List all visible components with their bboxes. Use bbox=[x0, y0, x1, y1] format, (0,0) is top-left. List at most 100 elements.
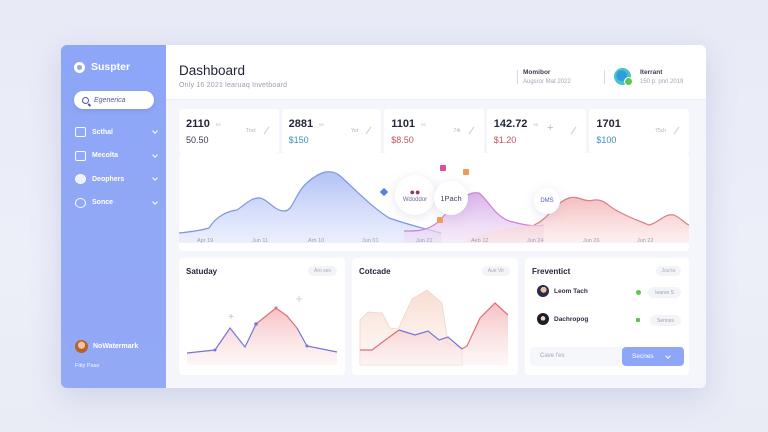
kpi-card[interactable]: 2110 ns 50.50 Tnct bbox=[179, 109, 279, 153]
header-user-subtitle: 150 p: pnrl 2019 bbox=[640, 79, 684, 85]
text-field[interactable]: Cave l'es bbox=[530, 347, 624, 366]
kpi-card[interactable]: 1101 vs $8.50 74r bbox=[384, 109, 484, 153]
header-info-title: Momibor bbox=[523, 69, 551, 76]
sidebar-item-label: Scthal bbox=[92, 128, 114, 136]
kpi-unit: vs bbox=[533, 121, 538, 127]
chevron-down-icon bbox=[152, 128, 158, 134]
briefcase-icon bbox=[75, 127, 86, 137]
x-axis-label: Jun 11 bbox=[252, 238, 269, 244]
sidebar-item-mecolta[interactable]: Mecolta bbox=[75, 150, 159, 162]
kpi-unit: vs bbox=[319, 121, 324, 127]
kpi-unit: vs bbox=[421, 121, 426, 127]
sidebar-item-label: Sonce bbox=[92, 199, 114, 206]
brand[interactable]: Suspter bbox=[74, 61, 130, 73]
header-user-block[interactable]: Iterrant 150 p: pnrl 2019 bbox=[640, 69, 683, 85]
sidebar-item-deophers[interactable]: Deophers bbox=[75, 173, 159, 185]
kpi-number: 2881 bbox=[288, 118, 314, 130]
people-icon: ●● bbox=[409, 186, 421, 197]
kpi-tag: Tnct bbox=[245, 128, 256, 134]
x-axis-label: Jun 26 bbox=[583, 238, 600, 244]
kpi-money: $1.20 bbox=[493, 135, 517, 145]
panel-freventict: Freventict Jou'ra Leom Tach Ieanre S Dac… bbox=[525, 258, 689, 375]
person-name: Leom Tach bbox=[554, 287, 588, 295]
panel-filter-pill[interactable]: Aue Vir bbox=[481, 266, 510, 276]
sidebar: Suspter Egenerica Scthal Mecolta Deopher… bbox=[61, 45, 166, 388]
x-axis-label: Jun 21 bbox=[416, 238, 433, 244]
plus-icon[interactable]: + bbox=[546, 122, 554, 134]
app-window: Suspter Egenerica Scthal Mecolta Deopher… bbox=[61, 45, 706, 388]
search-value: Egenerica bbox=[94, 96, 126, 104]
user-name: NoWatermark bbox=[93, 343, 139, 350]
page-subtitle: Only 16 2021 learuaq Invetboard bbox=[179, 82, 288, 89]
bubble-label: DMS bbox=[540, 198, 554, 204]
x-axis-label: Jun 01 bbox=[362, 238, 379, 244]
kpi-number: 1101 bbox=[391, 118, 416, 130]
cotcade-chart-svg[interactable] bbox=[352, 258, 518, 375]
list-item[interactable]: Leom Tach bbox=[537, 285, 687, 297]
x-axis-label: Arh 10 bbox=[308, 238, 325, 244]
chart-annotation-bubble[interactable]: ●● Wdoddor bbox=[395, 175, 435, 215]
kpi-tag: 75ch bbox=[655, 128, 666, 134]
chevron-down-icon bbox=[152, 198, 158, 205]
sidebar-nav: Scthal Mecolta Deophers Sonce bbox=[75, 126, 159, 220]
person-action-pill[interactable]: Ieanre S bbox=[648, 287, 681, 298]
tag-icon bbox=[75, 174, 86, 184]
chevron-down-icon bbox=[152, 175, 158, 181]
header-info-subtitle: Augsror Mat 2022 bbox=[523, 79, 571, 85]
panel-cotcade: Cotcade Aue Vir bbox=[352, 258, 518, 375]
status-online-icon bbox=[636, 290, 641, 295]
user-subtitle: Fitty Pase bbox=[75, 363, 100, 369]
page-title: Dashboard bbox=[179, 63, 246, 78]
chart-annotation-bubble[interactable]: DMS bbox=[534, 188, 560, 214]
x-axis-label: Aeb 12 bbox=[471, 238, 489, 244]
main-area-chart[interactable]: Apr 19 Jun 11 Arh 10 Jun 01 Jun 21 Aeb 1… bbox=[179, 153, 689, 251]
kpi-money: $100 bbox=[596, 135, 617, 145]
sidebar-item-scthal[interactable]: Scthal bbox=[75, 126, 159, 138]
person-action-pill[interactable]: Sennes bbox=[650, 315, 681, 326]
header-user-title: Iterrant bbox=[640, 69, 663, 76]
status-plus-icon bbox=[636, 318, 640, 322]
mail-icon bbox=[75, 150, 86, 161]
panel-filter-pill[interactable]: Aro ses bbox=[308, 266, 337, 276]
kpi-tag: Yet bbox=[351, 128, 359, 134]
divider bbox=[517, 70, 518, 84]
logo-icon bbox=[74, 61, 85, 73]
kpi-number: 2110 bbox=[186, 118, 210, 130]
chart-annotation-bubble[interactable]: 1Pach bbox=[434, 181, 468, 215]
sidebar-item-label: Deophers bbox=[92, 175, 125, 183]
arrow-icon bbox=[570, 126, 577, 135]
square-marker-icon bbox=[463, 169, 469, 175]
kpi-value: 142.72 vs bbox=[494, 118, 538, 130]
arrow-icon bbox=[263, 126, 270, 135]
kpi-money: 50.50 bbox=[186, 135, 209, 145]
panel-filter-pill[interactable]: Jou'ra bbox=[655, 266, 681, 276]
kpi-tag: 74r bbox=[453, 128, 461, 134]
satuday-chart-svg[interactable]: + + bbox=[179, 258, 345, 375]
panel-satuday: + + Satuday Aro ses bbox=[179, 258, 345, 375]
sidebar-item-sonce[interactable]: Sonce bbox=[75, 197, 159, 209]
kpi-card[interactable]: 142.72 vs $1.20 + bbox=[486, 109, 587, 153]
kpi-row: 2110 ns 50.50 Tnct 2881 vs $150 Yet 1101 vs… bbox=[179, 109, 689, 153]
svg-text:+: + bbox=[295, 291, 303, 306]
kpi-card[interactable]: 1701 $100 75ch bbox=[589, 109, 689, 153]
button-label: Secnes bbox=[632, 353, 654, 360]
series-dropdown-button[interactable]: Secnes bbox=[622, 347, 684, 366]
chevron-down-icon bbox=[152, 151, 158, 158]
person-name: Dachropog bbox=[554, 315, 589, 323]
kpi-money: $8.50 bbox=[391, 135, 414, 145]
avatar[interactable] bbox=[614, 68, 633, 86]
kpi-money: $150 bbox=[288, 135, 309, 145]
user-profile[interactable]: NoWatermark bbox=[75, 340, 138, 353]
arrow-icon bbox=[673, 126, 680, 135]
main-content: Dashboard Only 16 2021 learuaq Invetboar… bbox=[166, 45, 706, 388]
avatar bbox=[537, 313, 549, 325]
divider bbox=[604, 70, 605, 84]
svg-text:+: + bbox=[228, 312, 234, 323]
search-input[interactable]: Egenerica bbox=[74, 91, 154, 109]
kpi-card[interactable]: 2881 vs $150 Yet bbox=[281, 109, 382, 153]
header: Dashboard Only 16 2021 learuaq Invetboar… bbox=[166, 45, 706, 100]
chevron-down-icon bbox=[665, 352, 671, 359]
kpi-number: 1701 bbox=[596, 118, 621, 130]
panel-title: Satuday bbox=[186, 267, 218, 276]
list-item[interactable]: Dachropog bbox=[537, 313, 687, 325]
